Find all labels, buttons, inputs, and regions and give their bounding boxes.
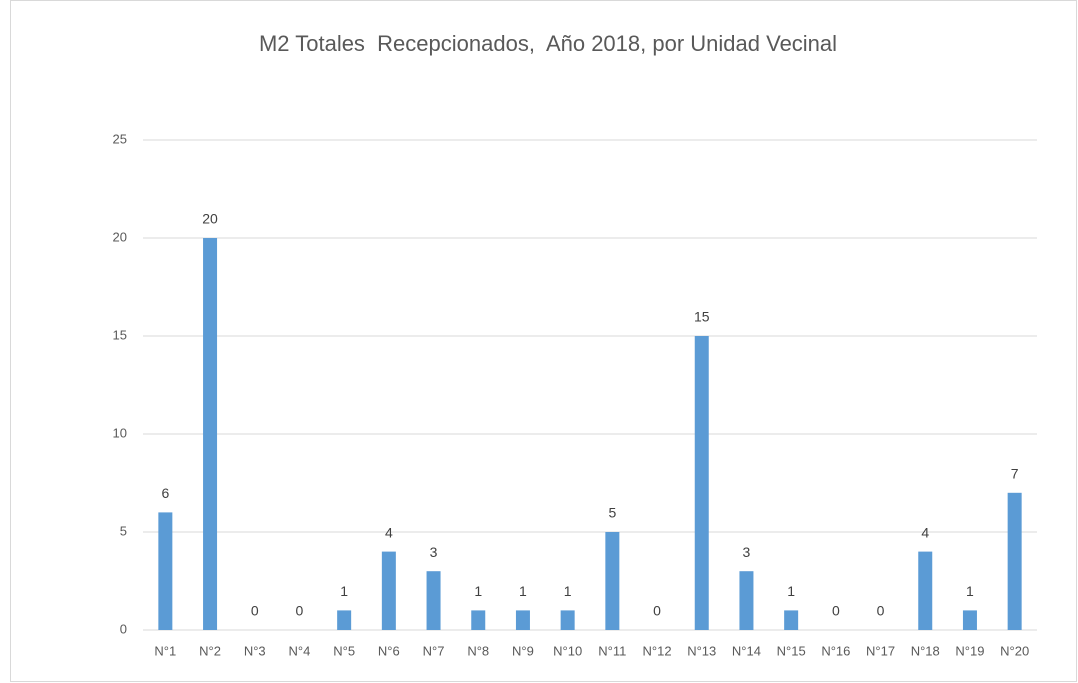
value-label: 1 [519, 583, 527, 599]
x-tick-label: N°17 [866, 643, 895, 658]
value-label: 0 [251, 603, 259, 619]
bar [471, 610, 486, 630]
x-tick-label: N°7 [423, 643, 445, 658]
value-label: 5 [608, 505, 616, 521]
value-label: 7 [1011, 466, 1019, 482]
value-label: 1 [787, 583, 795, 599]
bar [962, 610, 977, 630]
bar [784, 610, 799, 630]
value-label: 1 [966, 583, 974, 599]
bar [158, 512, 173, 630]
bar [381, 551, 396, 630]
x-tick-label: N°1 [154, 643, 176, 658]
x-tick-label: N°4 [289, 643, 311, 658]
x-tick-label: N°11 [598, 643, 626, 658]
value-label: 3 [743, 544, 751, 560]
bar [426, 571, 441, 630]
value-label: 20 [202, 211, 218, 227]
x-tick-label: N°8 [467, 643, 489, 658]
chart-frame [10, 0, 1077, 682]
value-label: 1 [474, 583, 482, 599]
chart-title: M2 Totales Recepcionados, Año 2018, por … [259, 31, 837, 56]
y-tick-label: 15 [113, 327, 127, 342]
x-tick-label: N°6 [378, 643, 400, 658]
bar [739, 571, 754, 630]
y-tick-label: 0 [120, 621, 127, 636]
x-tick-label: N°9 [512, 643, 534, 658]
x-tick-label: N°16 [821, 643, 850, 658]
value-label: 0 [296, 603, 304, 619]
bar [605, 532, 620, 630]
value-label: 1 [340, 583, 348, 599]
value-label: 1 [564, 583, 572, 599]
value-label: 15 [694, 309, 710, 325]
bar [203, 238, 218, 630]
x-tick-label: N°13 [687, 643, 716, 658]
x-tick-label: N°10 [553, 643, 582, 658]
bar [1007, 492, 1022, 630]
x-tick-label: N°15 [777, 643, 806, 658]
bar [694, 336, 709, 630]
y-tick-label: 25 [113, 131, 127, 146]
x-tick-label: N°19 [955, 643, 984, 658]
bar [337, 610, 352, 630]
x-tick-label: N°12 [643, 643, 672, 658]
bar [515, 610, 530, 630]
x-tick-label: N°20 [1000, 643, 1029, 658]
value-label: 4 [921, 524, 929, 540]
x-tick-label: N°18 [911, 643, 940, 658]
x-tick-label: N°3 [244, 643, 266, 658]
x-tick-label: N°2 [199, 643, 221, 658]
y-tick-label: 20 [113, 229, 127, 244]
y-tick-label: 10 [113, 425, 127, 440]
value-label: 6 [161, 485, 169, 501]
value-label: 4 [385, 524, 393, 540]
value-label: 0 [832, 603, 840, 619]
bar [918, 551, 933, 630]
x-tick-label: N°5 [333, 643, 355, 658]
value-label: 3 [430, 544, 438, 560]
value-label: 0 [877, 603, 885, 619]
y-tick-label: 5 [120, 523, 127, 538]
bar [560, 610, 575, 630]
x-tick-label: N°14 [732, 643, 761, 658]
value-label: 0 [653, 603, 661, 619]
